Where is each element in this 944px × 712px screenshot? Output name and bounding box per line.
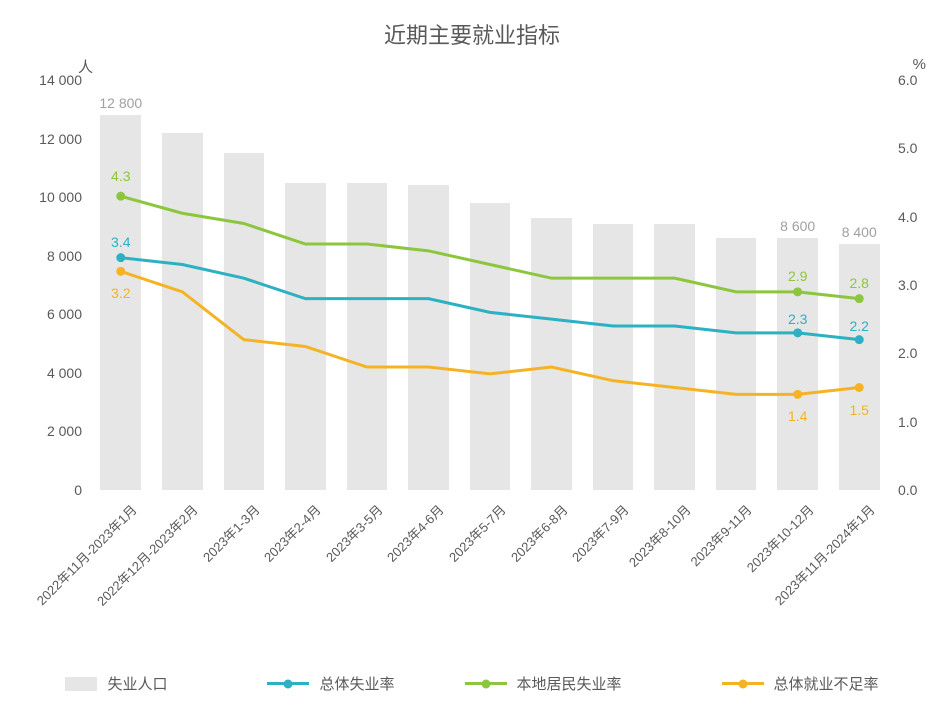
y-right-axis-label: % bbox=[913, 56, 926, 73]
legend-row: 本地居民失业率 总体就业不足率 bbox=[465, 673, 879, 694]
legend-swatch-box bbox=[65, 677, 97, 691]
y-right-tick: 3.0 bbox=[898, 277, 917, 293]
x-tick-label: 2023年7-9月 bbox=[513, 500, 633, 620]
x-tick-label: 2023年8-10月 bbox=[575, 500, 695, 620]
plot-area: 02 0004 0006 0008 00010 00012 00014 0000… bbox=[90, 80, 890, 490]
y-left-tick: 2 000 bbox=[47, 423, 82, 439]
y-right-tick: 0.0 bbox=[898, 482, 917, 498]
x-tick-label: 2022年12月-2023年2月 bbox=[82, 500, 202, 620]
series-value-label-overall_unemp_rate: 2.2 bbox=[849, 318, 868, 334]
y-left-tick: 12 000 bbox=[39, 131, 82, 147]
x-tick-label: 2023年2-4月 bbox=[205, 500, 325, 620]
series-value-label-resident_unemp_rate: 2.9 bbox=[788, 268, 807, 284]
legend-label: 总体失业率 bbox=[319, 673, 394, 694]
series-marker-resident_unemp_rate bbox=[116, 192, 125, 201]
legend-swatch-line bbox=[465, 682, 507, 685]
chart-container: 近期主要就业指标 人 % 02 0004 0006 0008 00010 000… bbox=[0, 0, 944, 712]
series-marker-overall_unemp_rate bbox=[793, 328, 802, 337]
legend: 失业人口 总体失业率 本地居民失业率 总体就业不足率 bbox=[0, 673, 944, 694]
x-tick-label: 2023年9-11月 bbox=[636, 500, 756, 620]
series-value-label-resident_unemp_rate: 4.3 bbox=[111, 168, 130, 184]
y-left-tick: 4 000 bbox=[47, 365, 82, 381]
y-right-tick: 6.0 bbox=[898, 72, 917, 88]
series-marker-underemp_rate bbox=[116, 267, 125, 276]
series-marker-underemp_rate bbox=[855, 383, 864, 392]
series-line-resident_unemp_rate bbox=[121, 196, 859, 299]
series-value-label-overall_unemp_rate: 3.4 bbox=[111, 234, 130, 250]
series-marker-resident_unemp_rate bbox=[793, 287, 802, 296]
x-tick-label: 2023年3-5月 bbox=[267, 500, 387, 620]
legend-swatch-line bbox=[267, 682, 309, 685]
legend-label: 本地居民失业率 bbox=[517, 673, 622, 694]
y-left-tick: 0 bbox=[74, 482, 82, 498]
legend-item: 总体就业不足率 bbox=[722, 673, 879, 694]
legend-label: 总体就业不足率 bbox=[774, 673, 879, 694]
x-tick-label: 2023年10-12月 bbox=[698, 500, 818, 620]
line-layer bbox=[90, 80, 890, 490]
series-value-label-underemp_rate: 1.4 bbox=[788, 408, 807, 424]
y-right-tick: 2.0 bbox=[898, 345, 917, 361]
y-right-tick: 4.0 bbox=[898, 209, 917, 225]
series-marker-underemp_rate bbox=[793, 390, 802, 399]
series-value-label-resident_unemp_rate: 2.8 bbox=[849, 275, 868, 291]
legend-row: 失业人口 总体失业率 bbox=[65, 673, 394, 694]
y-left-tick: 14 000 bbox=[39, 72, 82, 88]
series-line-overall_unemp_rate bbox=[121, 258, 859, 340]
series-marker-overall_unemp_rate bbox=[855, 335, 864, 344]
series-marker-overall_unemp_rate bbox=[116, 253, 125, 262]
y-left-tick: 6 000 bbox=[47, 306, 82, 322]
x-tick-label: 2023年5-7月 bbox=[390, 500, 510, 620]
y-left-tick: 8 000 bbox=[47, 248, 82, 264]
x-tick-label: 2023年11月-2024年1月 bbox=[759, 500, 879, 620]
legend-item: 本地居民失业率 bbox=[465, 673, 622, 694]
legend-item: 失业人口 bbox=[65, 673, 167, 694]
bar-value-label: 12 800 bbox=[99, 95, 142, 111]
y-right-tick: 5.0 bbox=[898, 140, 917, 156]
x-tick-label: 2023年6-8月 bbox=[451, 500, 571, 620]
legend-item: 总体失业率 bbox=[267, 673, 394, 694]
x-tick-label: 2023年1-3月 bbox=[144, 500, 264, 620]
y-left-tick: 10 000 bbox=[39, 189, 82, 205]
bar-value-label: 8 600 bbox=[780, 218, 815, 234]
chart-title: 近期主要就业指标 bbox=[0, 18, 944, 50]
series-value-label-underemp_rate: 3.2 bbox=[111, 285, 130, 301]
series-value-label-underemp_rate: 1.5 bbox=[849, 402, 868, 418]
legend-label: 失业人口 bbox=[107, 673, 167, 694]
x-tick-label: 2023年4-6月 bbox=[328, 500, 448, 620]
series-value-label-overall_unemp_rate: 2.3 bbox=[788, 311, 807, 327]
y-right-tick: 1.0 bbox=[898, 414, 917, 430]
x-tick-label: 2022年11月-2023年1月 bbox=[21, 500, 141, 620]
legend-swatch-line bbox=[722, 682, 764, 685]
series-marker-resident_unemp_rate bbox=[855, 294, 864, 303]
bar-value-label: 8 400 bbox=[842, 224, 877, 240]
